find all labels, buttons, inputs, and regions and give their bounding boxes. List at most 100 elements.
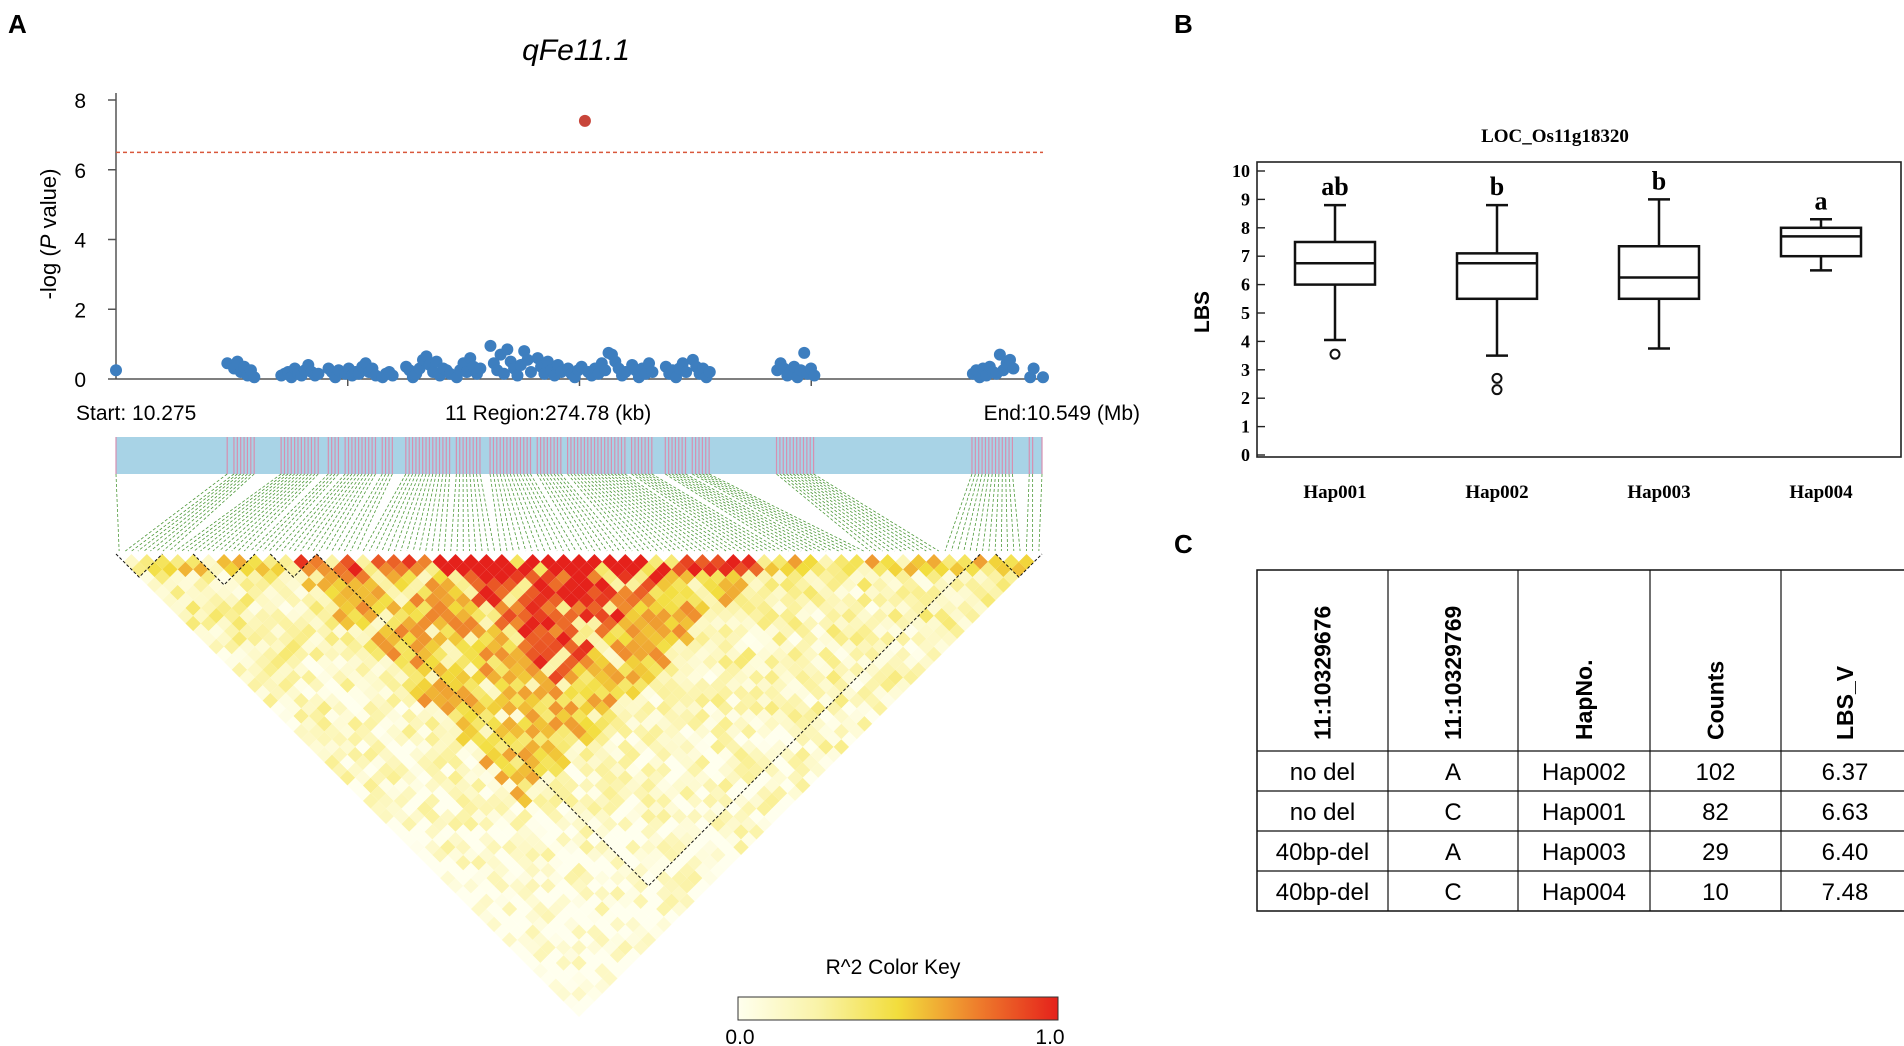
ld-cell — [440, 716, 456, 732]
table-header: HapNo. — [1571, 660, 1597, 741]
ld-cell — [540, 955, 556, 971]
snp-link-line — [181, 473, 285, 552]
ld-cell — [463, 708, 479, 724]
snp-link-line — [543, 473, 595, 552]
snp-link-line — [969, 473, 986, 552]
ld-cell — [293, 692, 309, 709]
ld-cell — [170, 569, 186, 585]
ld-cell — [494, 708, 510, 724]
ld-cell — [710, 646, 726, 663]
ld-cell — [540, 677, 556, 693]
ld-cell — [825, 577, 842, 593]
snp-link-line — [547, 473, 602, 552]
snp-link-line — [115, 473, 120, 552]
snp-link-line — [156, 473, 248, 552]
ld-cell — [224, 654, 240, 670]
ld-cell — [463, 554, 479, 570]
snp-link-line — [268, 473, 339, 552]
ld-cell — [409, 746, 425, 763]
table-cell: 40bp-del — [1276, 839, 1369, 866]
ld-cell — [378, 685, 394, 701]
y-tick-label: 8 — [1241, 218, 1250, 238]
ld-cell — [771, 785, 788, 801]
x-category-label: Hap002 — [1465, 482, 1528, 503]
ld-cell — [409, 716, 425, 732]
ld-cell — [440, 762, 456, 778]
snp-link-line — [681, 473, 821, 552]
ld-cell — [656, 561, 672, 578]
ld-cell — [324, 692, 340, 709]
ld-cell — [594, 947, 610, 963]
ld-cell — [594, 916, 610, 933]
ld-cell — [440, 854, 456, 871]
snp-link-line — [678, 473, 814, 552]
ld-cell — [293, 569, 309, 585]
ld-cell — [463, 584, 479, 601]
color-key-title: R^2 Color Key — [826, 956, 961, 979]
ld-cell — [409, 762, 425, 778]
ld-block-outline — [269, 553, 317, 578]
ld-cell — [463, 831, 479, 848]
snp-link-line — [362, 473, 407, 552]
ld-cell — [154, 584, 171, 601]
ld-cell — [933, 638, 950, 655]
ld-cell — [409, 731, 425, 747]
snp-point — [474, 362, 487, 375]
ld-cell — [347, 731, 363, 747]
snp-point — [524, 366, 537, 379]
snp-link-line — [631, 473, 746, 552]
ld-cell — [224, 623, 240, 639]
snp-link-line — [250, 473, 329, 552]
y-tick-label: 6 — [1241, 275, 1250, 295]
ld-cell — [324, 739, 340, 755]
ld-block-outline — [995, 553, 1043, 578]
box-outlier — [1329, 348, 1341, 360]
ld-cell — [825, 623, 842, 639]
ld-cell — [293, 631, 309, 647]
ld-cell — [239, 577, 255, 593]
table-cell: Hap002 — [1542, 759, 1626, 786]
table-cell: 7.48 — [1822, 879, 1869, 906]
ld-cell — [825, 746, 842, 763]
snp-point — [521, 353, 534, 366]
ld-cell — [710, 677, 726, 693]
ld-cell — [463, 723, 479, 740]
snp-link-line — [431, 473, 444, 552]
table-cell: A — [1445, 759, 1461, 786]
boxplot-frame — [1256, 161, 1902, 458]
snp-link-line — [479, 473, 495, 552]
snp-link-line — [523, 473, 564, 552]
ld-cell — [594, 685, 610, 701]
ld-cell — [887, 577, 904, 593]
ld-cell — [656, 916, 672, 933]
ld-cell — [540, 631, 556, 647]
color-key-max: 1.0 — [1035, 1026, 1064, 1046]
ld-cell — [224, 638, 240, 655]
ld-cell — [494, 662, 510, 678]
ld-cell — [170, 554, 186, 570]
ld-cell — [440, 561, 456, 578]
ld-cell — [540, 739, 556, 755]
ld-cell — [887, 561, 904, 578]
ld-cell — [540, 970, 556, 987]
box-iqr — [1455, 252, 1539, 301]
snp-link-line — [419, 473, 437, 552]
snp-link-line — [776, 473, 871, 552]
snp-link-line — [786, 473, 889, 552]
ld-cell — [409, 808, 425, 825]
snp-link-line — [306, 473, 363, 552]
snp-link-line — [300, 473, 359, 552]
ld-cell — [494, 646, 510, 663]
ld-cell — [494, 862, 510, 879]
snp-link-line — [218, 473, 305, 552]
ld-cell — [594, 808, 610, 825]
snp-link-line — [294, 473, 356, 552]
snp-link-lines — [115, 473, 1043, 552]
ld-cell — [494, 800, 510, 817]
color-key-min: 0.0 — [725, 1026, 754, 1046]
ld-cell — [463, 615, 479, 632]
snp-link-line — [611, 473, 714, 552]
ld-cell — [656, 808, 672, 825]
ld-cell — [656, 716, 672, 732]
box-iqr — [1617, 245, 1701, 301]
